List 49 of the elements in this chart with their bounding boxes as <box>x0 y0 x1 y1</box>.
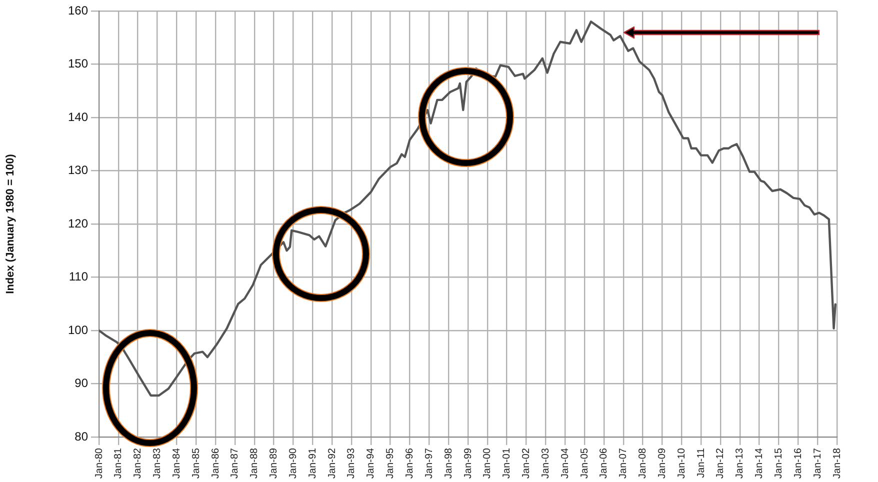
x-tick-label: Jan-06 <box>598 448 610 479</box>
x-tick-label: Jan-04 <box>560 448 571 479</box>
x-tick-label: Jan-07 <box>618 448 630 479</box>
x-tick-label: Jan-09 <box>656 448 668 479</box>
x-tick-label: Jan-14 <box>754 448 766 479</box>
x-tick-label: Jan-88 <box>249 448 260 479</box>
x-tick-label: Jan-91 <box>307 448 318 479</box>
x-tick-label: Jan-96 <box>404 448 416 479</box>
x-tick-label: Jan-10 <box>676 448 688 479</box>
x-tick-label: Jan-80 <box>94 448 105 479</box>
x-tick-label: Jan-86 <box>210 448 222 479</box>
x-tick-label: Jan-16 <box>792 448 804 479</box>
x-tick-label: Jan-12 <box>715 448 726 479</box>
x-tick-label: Jan-81 <box>113 448 124 479</box>
x-tick-label: Jan-90 <box>288 448 299 479</box>
x-tick-label: Jan-99 <box>462 448 474 479</box>
x-tick-label: Jan-87 <box>230 448 241 479</box>
x-tick-label: Jan-84 <box>171 448 182 479</box>
y-tick-label: 80 <box>74 429 88 444</box>
x-tick-label: Jan-95 <box>385 448 396 479</box>
x-tick-label: Jan-01 <box>502 448 513 479</box>
x-tick-label: Jan-82 <box>132 448 144 479</box>
y-tick-label: 150 <box>68 56 88 71</box>
x-tick-label: Jan-13 <box>734 448 746 479</box>
x-tick-label: Jan-89 <box>268 448 280 479</box>
x-tick-label: Jan-97 <box>424 448 435 479</box>
x-tick-label: Jan-17 <box>812 448 824 479</box>
y-tick-label: 120 <box>68 216 88 230</box>
y-tick-label: 160 <box>68 3 88 18</box>
y-tick-label: 140 <box>68 110 88 124</box>
y-axis-title: Index (January 1980 = 100) <box>4 154 17 294</box>
x-tick-label: Jan-98 <box>443 448 454 479</box>
x-tick-label: Jan-00 <box>482 448 494 479</box>
x-tick-label: Jan-03 <box>540 448 552 479</box>
x-tick-label: Jan-85 <box>190 448 202 479</box>
x-tick-label: Jan-11 <box>696 448 707 478</box>
x-tick-label: Jan-15 <box>773 448 784 479</box>
y-tick-label: 110 <box>68 270 88 284</box>
x-tick-label: Jan-08 <box>638 448 649 479</box>
x-tick-label: Jan-92 <box>326 448 338 479</box>
x-tick-label: Jan-94 <box>366 448 377 479</box>
x-tick-label: Jan-02 <box>521 448 532 479</box>
x-tick-label: Jan-83 <box>152 448 164 479</box>
y-tick-label: 100 <box>68 322 88 337</box>
x-tick-label: Jan-93 <box>346 448 358 479</box>
x-tick-label: Jan-18 <box>832 448 843 479</box>
y-tick-label: 90 <box>74 376 88 390</box>
x-tick-label: Jan-05 <box>579 448 590 479</box>
y-tick-label: 130 <box>68 163 88 178</box>
